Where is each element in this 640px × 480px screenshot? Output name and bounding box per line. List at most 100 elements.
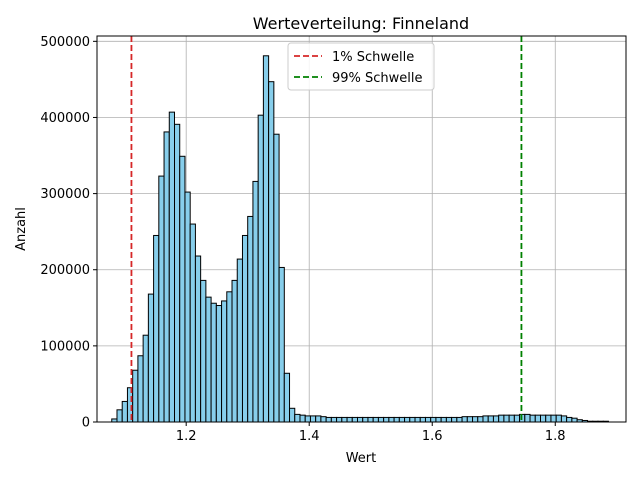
histogram-bar [477,416,484,423]
histogram-bar [283,372,291,423]
histogram-bar [268,81,275,423]
y-axis-ticks: 0 100000 200000 300000 400000 500000 [40,35,97,431]
histogram-bars [111,55,609,423]
histogram-bar [456,416,463,423]
histogram-bar [524,413,531,423]
histogram-bar [168,111,176,423]
histogram-bar [440,416,447,423]
histogram-bar [309,415,317,423]
histogram-bar [539,414,547,423]
histogram-bar [200,279,207,423]
histogram-bar [205,296,212,423]
histogram-bar [571,417,578,423]
histogram-bar [330,416,338,423]
histogram-bar [419,416,426,423]
histogram-bar [393,416,400,423]
histogram-bar [472,416,479,423]
histogram-bar [351,416,359,423]
y-tick-label: 100000 [40,339,90,354]
histogram-bar [414,416,421,423]
histogram-bar [194,255,202,423]
histogram-bar [304,415,311,423]
histogram-bar [534,414,541,423]
histogram-bar [273,133,280,423]
histogram-bar [289,407,296,423]
legend-label-99pct: 99% Schwelle [332,71,423,86]
histogram-bar [503,414,510,423]
histogram-bar [174,123,181,423]
histogram-bar [262,55,270,423]
histogram-bar [435,416,442,423]
histogram-bar [132,369,139,423]
histogram-bar [550,414,557,423]
histogram-bar [383,416,390,423]
histogram-bar [153,234,160,423]
histogram-bar [231,279,238,423]
histogram-bar [189,223,196,423]
histogram-bar [236,258,243,423]
histogram-bar [210,302,217,423]
histogram-bar [466,416,474,423]
histogram-bar [315,415,322,423]
x-axis-label: Wert [346,451,377,466]
histogram-bar [336,416,343,423]
histogram-bar [566,416,573,423]
histogram-bar [116,409,123,423]
histogram-bar [409,416,416,423]
histogram-bar [498,414,505,423]
histogram-bar [346,416,353,423]
histogram-bar [398,416,406,423]
histogram-bar [299,414,306,423]
histogram-bar [226,291,233,423]
histogram-bar [492,415,500,423]
histogram-bar [372,416,379,423]
histogram-bar [147,293,155,423]
histogram-bar [158,175,165,423]
histogram-bar [367,416,374,423]
histogram-bar [424,416,432,423]
histogram-bar [142,334,149,423]
histogram-bar [508,414,515,423]
histogram-bar [451,416,458,423]
histogram-bar [445,416,453,423]
histogram-bar [320,416,327,423]
legend-box [287,42,435,91]
histogram-bar [325,416,332,423]
x-axis-ticks: 1.2 1.4 1.6 1.8 [176,422,566,444]
histogram-bar [341,416,348,423]
y-tick-label: 200000 [40,263,90,278]
histogram-bar [278,266,285,423]
legend: 1% Schwelle 99% Schwelle [287,42,435,91]
histogram-bar [487,415,494,423]
chart-title: Werteverteilung: Finneland [253,14,469,33]
y-tick-label: 500000 [40,35,90,50]
histogram-bar [377,416,385,423]
histogram-bar [137,355,144,423]
histogram-bar [247,215,254,423]
x-tick-label: 1.6 [422,429,443,444]
y-tick-label: 400000 [40,111,90,126]
x-tick-label: 1.4 [299,429,320,444]
histogram-bar [184,191,191,423]
x-tick-label: 1.8 [545,429,566,444]
y-tick-label: 300000 [40,187,90,202]
histogram-bar [294,413,301,423]
histogram-bar [482,415,489,423]
histogram-bar [357,416,364,423]
histogram-bar [461,416,468,423]
histogram-bar [545,414,552,423]
histogram-bar [555,414,562,423]
y-tick-label: 0 [82,416,90,431]
histogram-bar [257,114,264,423]
histogram-bar [529,414,536,423]
legend-label-1pct: 1% Schwelle [332,50,414,65]
threshold-lines [130,36,523,422]
histogram-bar [215,305,223,423]
histogram-bar [163,131,170,423]
histogram-bar [404,416,411,423]
histogram-bar [252,180,259,423]
plot-frame [96,35,627,423]
y-axis-label: Anzahl [14,207,29,251]
histogram-bar [179,155,186,423]
